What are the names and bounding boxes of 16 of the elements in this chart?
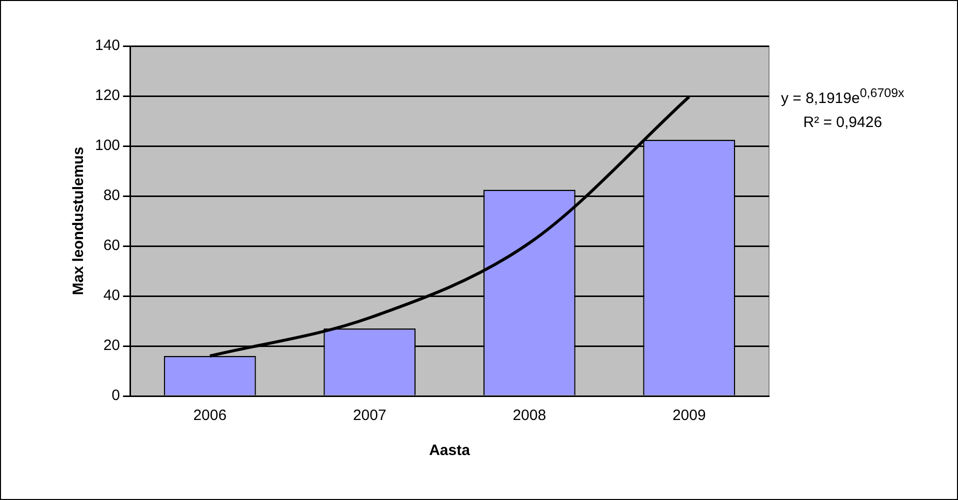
x-tick-label: 2008	[512, 407, 546, 424]
x-tick-label: 2007	[352, 407, 386, 424]
x-axis-title: Aasta	[429, 442, 471, 460]
y-tick-label: 120	[94, 87, 120, 104]
y-tick-label: 0	[112, 387, 120, 404]
y-tick-label: 140	[94, 37, 120, 54]
text: R² = 0,9426	[802, 113, 884, 133]
y-tick-label: 60	[103, 237, 120, 254]
y-tick-label: 40	[103, 287, 120, 304]
x-tick-label: 2006	[193, 407, 227, 424]
y-tick-label: 20	[103, 337, 120, 354]
y-axis-title: Max leondustulemus	[70, 146, 88, 296]
text: y = 8,1919e$^{0,6709x}$	[781, 85, 904, 109]
x-tick-label: 2009	[672, 407, 706, 424]
y-tick-label: 100	[94, 137, 120, 154]
y-tick-label: 80	[103, 187, 120, 204]
